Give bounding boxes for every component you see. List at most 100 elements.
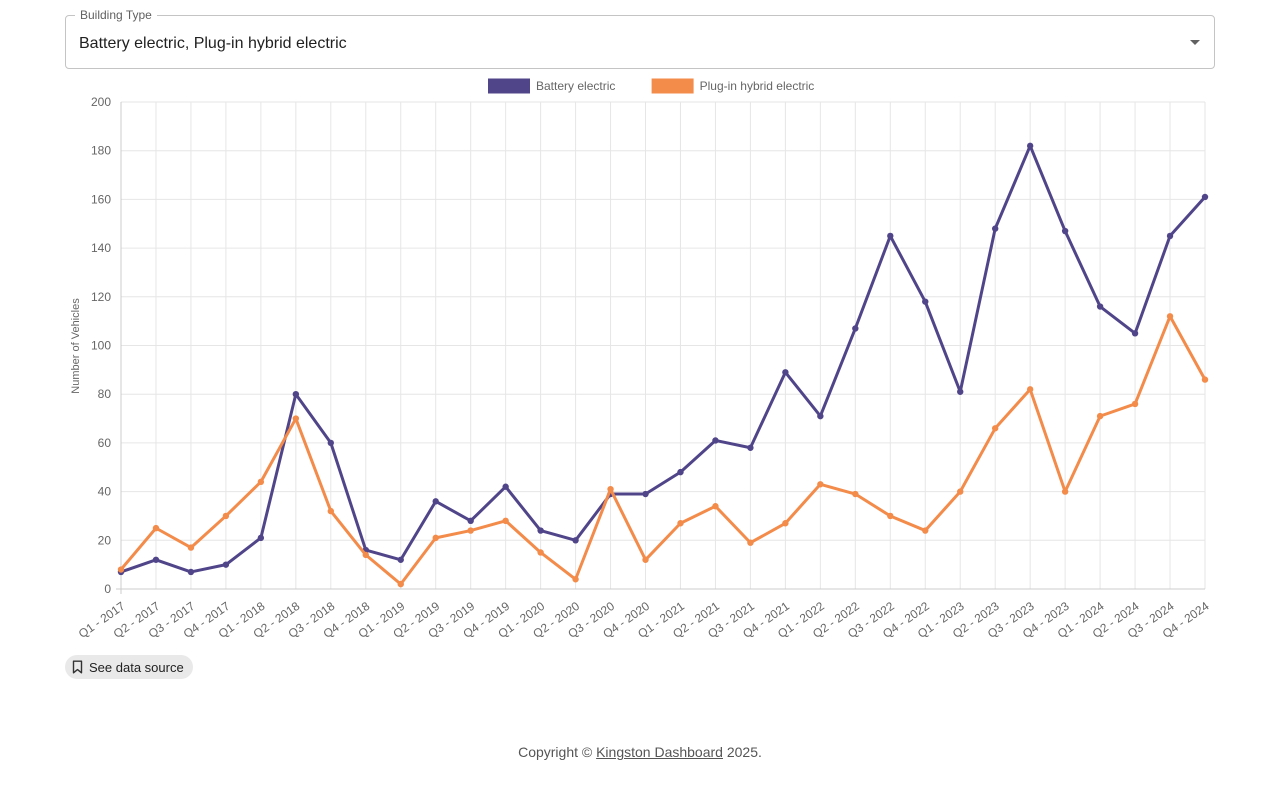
data-point — [957, 388, 964, 395]
bookmark-icon — [72, 660, 83, 674]
legend-swatch — [651, 78, 694, 94]
vehicles-line-chart: Battery electric Plug-in hybrid electric … — [70, 78, 1212, 641]
data-point — [572, 576, 579, 583]
data-point — [1201, 193, 1209, 201]
data-point — [991, 425, 999, 432]
data-point — [991, 225, 999, 232]
data-point — [257, 534, 265, 542]
data-point — [957, 488, 964, 495]
dropdown-arrow-icon[interactable] — [1190, 40, 1200, 45]
y-tick-label: 40 — [98, 485, 112, 499]
y-tick-label: 200 — [91, 95, 111, 109]
data-point — [432, 534, 439, 542]
data-point — [1026, 386, 1034, 393]
y-tick-label: 60 — [98, 436, 112, 450]
data-point — [1166, 232, 1174, 240]
data-point — [642, 490, 649, 498]
data-point — [887, 512, 894, 520]
footer-prefix: Copyright © — [518, 744, 597, 760]
series-line — [119, 314, 1207, 586]
legend-label: Battery electric — [536, 79, 615, 93]
data-point — [817, 481, 824, 488]
data-point — [1061, 227, 1069, 235]
kingston-dashboard-link[interactable]: Kingston Dashboard — [596, 744, 723, 760]
data-point — [922, 298, 929, 305]
y-tick-label: 140 — [91, 241, 111, 255]
legend-item: Battery electric — [488, 78, 615, 94]
data-point — [712, 437, 719, 444]
data-point — [502, 517, 509, 525]
data-point — [432, 498, 439, 505]
data-point — [1201, 376, 1209, 383]
data-point — [467, 527, 474, 534]
y-tick-label: 120 — [91, 290, 111, 304]
data-point — [502, 483, 509, 490]
data-point — [152, 556, 160, 563]
legend-label: Plug-in hybrid electric — [700, 79, 815, 93]
see-data-source-button[interactable]: See data source — [65, 655, 193, 679]
data-point — [187, 568, 195, 576]
data-point — [712, 503, 719, 510]
data-point — [852, 325, 859, 332]
building-type-value: Battery electric, Plug-in hybrid electri… — [79, 35, 347, 52]
data-point — [222, 561, 230, 568]
data-point — [1096, 412, 1104, 420]
y-tick-label: 0 — [104, 582, 111, 596]
data-point — [327, 439, 335, 447]
data-point — [642, 556, 649, 563]
data-point — [257, 478, 265, 486]
y-tick-label: 160 — [91, 192, 111, 206]
building-type-select[interactable]: Building Type Battery electric, Plug-in … — [65, 8, 1215, 69]
legend-item: Plug-in hybrid electric — [651, 78, 815, 94]
y-axis-label: Number of Vehicles — [70, 298, 82, 394]
data-point — [1131, 400, 1139, 408]
data-point — [152, 524, 160, 532]
data-point — [607, 485, 614, 493]
data-point — [292, 415, 300, 422]
data-point — [467, 517, 474, 525]
series-battery-electric — [117, 142, 1209, 576]
y-tick-label: 100 — [91, 339, 111, 353]
y-tick-label: 80 — [98, 387, 112, 401]
see-data-source-label: See data source — [89, 659, 184, 675]
chart-legend: Battery electric Plug-in hybrid electric — [488, 78, 815, 94]
series-line — [120, 144, 1207, 574]
data-point — [1096, 303, 1104, 310]
data-point — [817, 412, 824, 420]
footer: Copyright © Kingston Dashboard 2025. — [0, 744, 1263, 760]
data-point — [537, 527, 544, 534]
data-point — [327, 507, 335, 515]
series-plug-in-hybrid-electric — [117, 313, 1209, 588]
data-point — [187, 544, 195, 551]
data-point — [922, 527, 929, 534]
data-point — [747, 539, 754, 546]
y-tick-label: 20 — [98, 533, 112, 547]
y-tick-label: 180 — [91, 144, 111, 158]
data-point — [572, 537, 579, 544]
chart-grid — [116, 101, 1206, 594]
data-point — [782, 369, 789, 376]
data-point — [677, 468, 684, 476]
building-type-label: Building Type — [75, 8, 157, 22]
data-point — [397, 580, 404, 588]
data-point — [747, 444, 754, 451]
footer-suffix: 2025. — [722, 744, 762, 760]
data-point — [397, 556, 404, 563]
y-axis: 0 20 40 60 80 100 120 140 160 180 200 — [91, 95, 111, 596]
data-point — [887, 232, 894, 240]
data-point — [1166, 313, 1174, 320]
data-point — [222, 512, 230, 520]
data-point — [782, 520, 789, 527]
data-point — [1131, 330, 1139, 337]
legend-swatch — [488, 78, 530, 94]
data-point — [117, 566, 125, 573]
data-point — [677, 520, 684, 527]
data-point — [852, 490, 859, 498]
chart-series — [117, 142, 1209, 588]
data-point — [537, 549, 544, 556]
data-point — [1061, 488, 1069, 495]
data-point — [1026, 142, 1034, 150]
data-point — [362, 551, 369, 559]
data-point — [292, 391, 300, 398]
